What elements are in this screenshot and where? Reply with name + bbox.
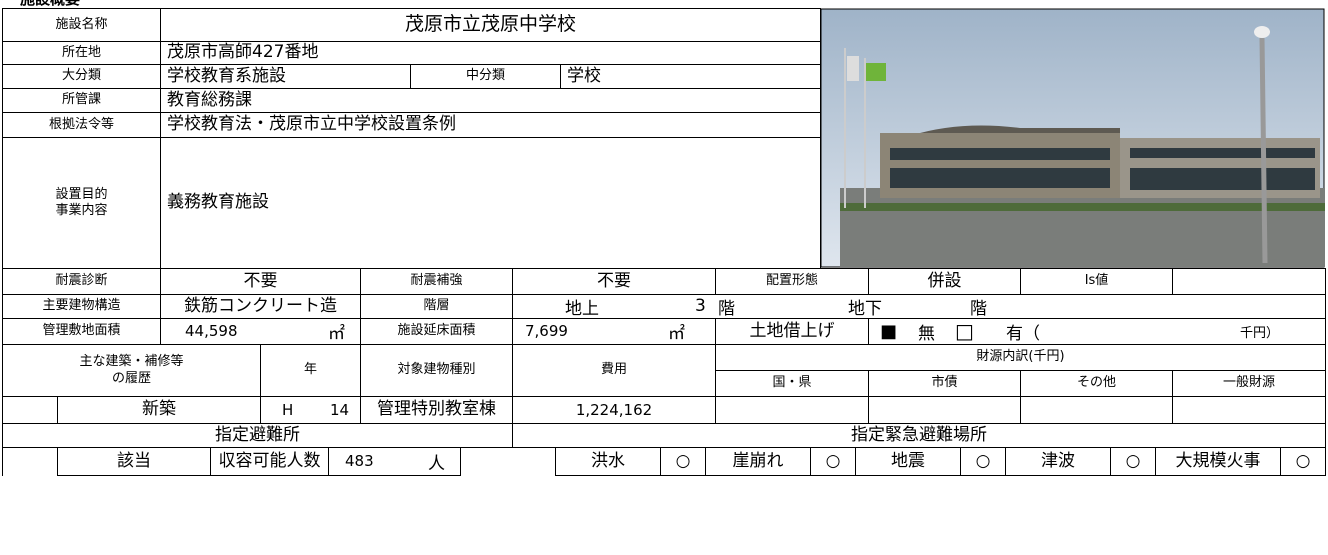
label: 所管課	[2, 88, 161, 113]
label: 指定避難所	[2, 423, 513, 448]
label: 財源内訳(千円)	[715, 344, 1326, 371]
label: 耐震補強	[360, 268, 513, 295]
empty-cell	[715, 396, 869, 424]
value: 茂原市高師427番地	[160, 41, 821, 65]
value: H	[282, 400, 294, 419]
hazard: 大規模火事	[1155, 447, 1281, 476]
value: 管理特別教室棟	[360, 396, 513, 424]
value: 44,598	[185, 322, 238, 340]
hazard: 崖崩れ	[705, 447, 811, 476]
label: 配置形態	[715, 268, 869, 295]
hazard-mark: ○	[1280, 447, 1326, 476]
value: 地上	[565, 298, 599, 319]
label: 大分類	[2, 64, 161, 89]
label: 市債	[868, 370, 1021, 397]
label: Is値	[1020, 268, 1173, 295]
value: 該当	[57, 447, 211, 476]
empty-cell	[1020, 396, 1173, 424]
checkbox: ■	[880, 320, 898, 342]
label: その他	[1020, 370, 1173, 397]
label-line: 主な建築・補修等	[79, 354, 184, 370]
empty-cell	[328, 447, 461, 476]
value: 483	[345, 452, 374, 470]
label: 費用	[512, 344, 716, 397]
label: 国・県	[715, 370, 869, 397]
value: 教育総務課	[160, 88, 821, 113]
label: 中分類	[410, 64, 561, 89]
label: 土地借上げ	[715, 318, 869, 345]
label: 対象建物種別	[360, 344, 513, 397]
label: 施設名称	[2, 8, 161, 42]
label: 階層	[360, 294, 513, 319]
value: 14	[330, 400, 350, 419]
value: 無	[918, 323, 935, 344]
value: 1,224,162	[512, 396, 716, 424]
value: 地下	[848, 298, 882, 319]
label: 所在地	[2, 41, 161, 65]
empty-cell	[868, 396, 1021, 424]
facility-photo	[820, 8, 1325, 268]
hazard: 地震	[855, 447, 961, 476]
label: 主な建築・補修等 の履歴	[2, 344, 261, 397]
label: 収容可能人数	[210, 447, 329, 476]
value: 学校	[560, 64, 821, 89]
hazard-mark: ○	[660, 447, 706, 476]
value: 階	[970, 298, 987, 319]
label: 指定緊急避難場所	[512, 423, 1326, 448]
label: 主要建物構造	[2, 294, 161, 319]
facility-name: 茂原市立茂原中学校	[160, 8, 821, 42]
label: 施設延床面積	[360, 318, 513, 345]
label: 耐震診断	[2, 268, 161, 295]
value: ㎡	[668, 323, 685, 344]
value: 7,699	[525, 322, 568, 340]
value: 義務教育施設	[160, 137, 821, 269]
value: 学校教育系施設	[160, 64, 411, 89]
hazard-mark: ○	[960, 447, 1006, 476]
empty-cell	[512, 294, 1326, 319]
label-line: 事業内容	[55, 203, 108, 218]
label: 設置目的 事業内容	[2, 137, 161, 269]
value: 鉄筋コンクリート造	[160, 294, 361, 319]
label: 年	[260, 344, 361, 397]
label: 根拠法令等	[2, 112, 161, 138]
value: 3	[695, 296, 706, 316]
value: 有（	[1006, 323, 1040, 344]
hazard-mark: ○	[810, 447, 856, 476]
empty-cell	[1172, 396, 1326, 424]
value: 人	[428, 453, 445, 474]
value: 不要	[512, 268, 716, 295]
hazard-mark: ○	[1110, 447, 1156, 476]
value: 階	[718, 298, 735, 319]
empty-cell	[1172, 268, 1326, 295]
label-line: 設置目的	[55, 186, 108, 202]
label: 管理敷地面積	[2, 318, 161, 345]
value: 併設	[868, 268, 1021, 295]
value: 不要	[160, 268, 361, 295]
label-line: の履歴	[111, 370, 151, 386]
hazard: 洪水	[555, 447, 661, 476]
value: ㎡	[328, 323, 345, 344]
value: 学校教育法・茂原市立中学校設置条例	[160, 112, 821, 138]
label: 一般財源	[1172, 370, 1326, 397]
checkbox: □	[955, 319, 974, 343]
value: 千円）	[1240, 325, 1280, 341]
value: 新築	[57, 396, 261, 424]
hazard: 津波	[1005, 447, 1111, 476]
section-title: 施設概要	[20, 0, 80, 8]
